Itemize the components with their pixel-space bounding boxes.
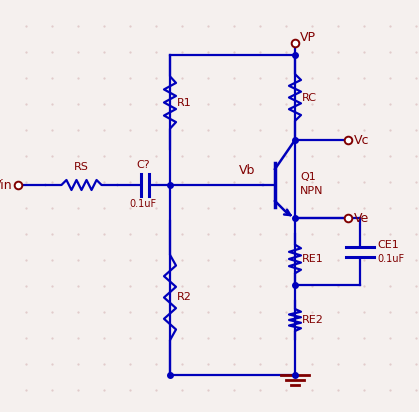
Text: NPN: NPN: [300, 186, 323, 196]
Text: Vin: Vin: [0, 178, 13, 192]
Text: 0.1uF: 0.1uF: [377, 255, 404, 265]
Text: Q1: Q1: [300, 172, 316, 182]
Text: Vc: Vc: [354, 133, 370, 147]
Text: RC: RC: [302, 93, 317, 103]
Text: RS: RS: [74, 162, 89, 172]
Text: CE1: CE1: [377, 239, 399, 250]
Text: C?: C?: [136, 160, 150, 170]
Text: Vb: Vb: [239, 164, 255, 177]
Text: RE2: RE2: [302, 315, 324, 325]
Text: R2: R2: [177, 293, 192, 302]
Text: RE1: RE1: [302, 254, 324, 264]
Text: R1: R1: [177, 98, 192, 108]
Text: Ve: Ve: [354, 211, 369, 225]
Text: VP: VP: [300, 30, 316, 44]
Text: 0.1uF: 0.1uF: [129, 199, 157, 209]
